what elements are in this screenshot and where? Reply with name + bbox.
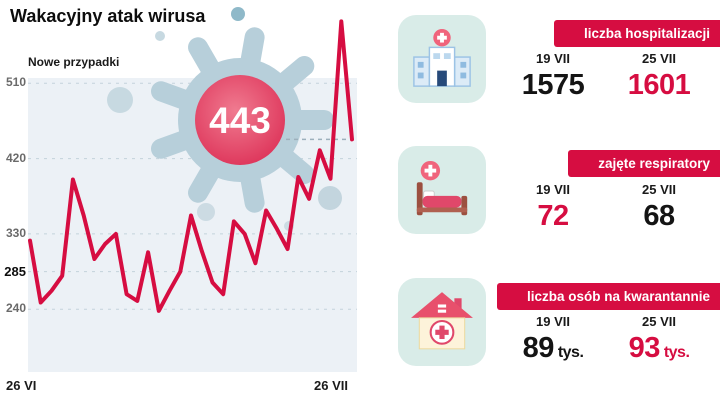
virus-icon: 443 <box>151 27 334 213</box>
hospital-icon <box>413 28 471 87</box>
value-hospitalizations-19: 1575 <box>521 69 585 101</box>
panel-data-quarantine: 19 VII 89 tys. 25 VII 93 tys. <box>500 314 712 365</box>
panel-banner-hospitalizations: liczba hospitalizacji <box>553 20 720 47</box>
panel-banner-quarantine: liczba osób na kwarantannie <box>496 283 720 310</box>
hospital-icon-box <box>398 15 486 103</box>
value-hospitalizations-25: 1601 <box>627 69 691 101</box>
y-tick-label: 285 <box>4 263 26 279</box>
date-label: 25 VII <box>642 51 676 66</box>
new-cases-line-chart: 443 <box>28 7 357 372</box>
value-ventilators-25: 68 <box>643 200 675 232</box>
new-cases-series <box>28 19 354 313</box>
date-label: 25 VII <box>642 314 676 329</box>
quarantine-house-icon <box>411 292 473 350</box>
decorative-dots <box>107 7 342 231</box>
panel-col: 19 VII 89 tys. <box>500 314 606 365</box>
gridlines <box>28 82 357 310</box>
panel-col: 25 VII 68 <box>606 182 712 233</box>
chart-subtitle: Nowe przypadki <box>28 55 120 69</box>
virus-count-badge <box>195 75 285 165</box>
virus-count: 443 <box>209 100 271 141</box>
y-tick-label: 510 <box>5 75 26 90</box>
panel-data-hospitalizations: 19 VII 1575 25 VII 1601 <box>500 51 712 102</box>
y-tick-label: 330 <box>5 225 26 240</box>
y-tick-label: 420 <box>5 150 26 165</box>
date-label: 19 VII <box>536 51 570 66</box>
panel-banner-ventilators: zajęte respiratory <box>568 150 720 177</box>
panel-col: 19 VII 72 <box>500 182 606 233</box>
x-axis-start-label: 26 VI <box>6 378 37 393</box>
y-tick-label: 240 <box>5 301 26 316</box>
page-title: Wakacyjny atak wirusa <box>10 6 206 26</box>
ventilator-icon-box <box>398 146 486 234</box>
value-quarantine-25: 93 tys. <box>628 332 690 364</box>
panel-col: 25 VII 93 tys. <box>606 314 712 365</box>
date-label: 25 VII <box>642 182 676 197</box>
quarantine-icon-box <box>398 278 486 366</box>
date-label: 19 VII <box>536 314 570 329</box>
cases-line <box>28 19 357 313</box>
panel-data-ventilators: 19 VII 72 25 VII 68 <box>500 182 712 233</box>
value-ventilators-19: 72 <box>537 200 569 232</box>
panel-col: 19 VII 1575 <box>500 51 606 102</box>
x-axis-end-label: 26 VII <box>314 378 348 393</box>
date-label: 19 VII <box>536 182 570 197</box>
panel-col: 25 VII 1601 <box>606 51 712 102</box>
value-quarantine-19: 89 tys. <box>522 332 584 364</box>
ventilator-bed-icon <box>416 160 468 216</box>
